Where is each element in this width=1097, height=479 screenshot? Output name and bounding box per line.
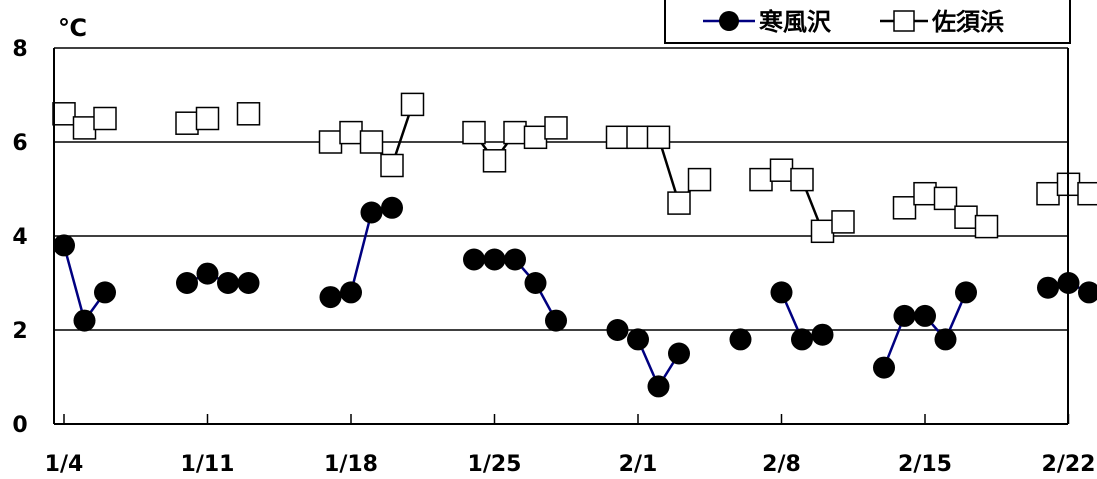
y-tick-label: 4 [12, 225, 27, 250]
data-point [523, 125, 548, 150]
data-point [729, 328, 752, 351]
data-point [893, 304, 916, 327]
y-tick-label: 2 [12, 319, 27, 344]
data-point [749, 167, 773, 192]
data-point [195, 106, 220, 131]
x-tick-label: 1/25 [468, 452, 522, 477]
data-point [319, 286, 342, 309]
series-layer [52, 92, 1097, 398]
data-point [626, 125, 650, 150]
data-point [646, 125, 671, 150]
data-point [831, 210, 855, 234]
data-point [667, 191, 691, 215]
ticks: 0 2 4 6 8 1/4 1/11 1/18 1/25 2/1 2/8 2/15 2/22 [12, 37, 1095, 477]
legend-label-kanpuzawa: 寒風沢 [759, 8, 832, 36]
data-point [791, 328, 813, 351]
data-point [339, 120, 363, 145]
legend-item-kanpuzawa: 寒風沢 [703, 8, 832, 36]
legend-marker-kanpuzawa [719, 11, 739, 31]
series-0 [53, 196, 1097, 398]
data-point [544, 116, 568, 140]
data-point [810, 219, 835, 244]
x-tick-label: 2/8 [762, 452, 801, 477]
series-1 [52, 92, 1097, 244]
data-point [196, 262, 219, 285]
data-point [360, 201, 383, 224]
data-point [769, 158, 794, 182]
data-point [237, 272, 260, 294]
data-point [176, 272, 198, 294]
y-tick-label: 6 [12, 131, 27, 156]
legend: 寒風沢 佐須浜 [664, 0, 1071, 44]
y-axis-unit: ℃ [58, 14, 87, 42]
data-point [381, 196, 403, 219]
data-point [359, 130, 384, 154]
data-point [606, 319, 629, 341]
data-point [955, 281, 977, 304]
data-point [974, 214, 999, 239]
data-point [647, 375, 670, 398]
series-line [330, 206, 393, 299]
y-tick-label: 8 [12, 37, 27, 62]
data-point [53, 234, 75, 257]
data-point [462, 120, 486, 145]
legend-label-susahama: 佐須浜 [931, 8, 1004, 36]
data-point [1037, 276, 1059, 299]
data-point [1077, 181, 1097, 206]
data-point [52, 102, 76, 126]
data-point [72, 116, 97, 140]
x-tick-label: 1/18 [324, 452, 378, 477]
legend-marker-susahama [893, 10, 915, 32]
data-point [545, 309, 567, 332]
legend-box [664, 0, 1071, 44]
data-point [933, 186, 958, 211]
data-point [482, 149, 507, 173]
data-point [94, 281, 116, 304]
x-tick-label: 2/1 [619, 452, 658, 477]
data-point [770, 281, 793, 304]
data-point [914, 304, 936, 327]
data-point [340, 281, 362, 304]
x-tick-label: 2/22 [1042, 452, 1096, 477]
data-point [627, 328, 649, 351]
data-point [93, 106, 117, 131]
data-point [913, 181, 937, 206]
x-tick-label: 1/11 [181, 452, 235, 477]
data-point [892, 196, 917, 220]
data-point [175, 111, 199, 135]
data-point [73, 309, 96, 332]
axes [53, 48, 1069, 425]
data-point [503, 120, 527, 145]
legend-item-susahama: 佐須浜 [880, 8, 1004, 36]
data-point [954, 205, 978, 229]
data-point [400, 92, 425, 117]
x-tick-label: 2/15 [898, 452, 952, 477]
y-tick-label: 0 [12, 413, 27, 438]
data-point [687, 167, 712, 192]
data-point [483, 248, 506, 271]
data-point [934, 328, 957, 351]
data-point [790, 167, 814, 192]
data-point [463, 248, 485, 271]
data-point [217, 272, 239, 294]
data-point [318, 130, 343, 154]
data-point [1036, 181, 1060, 206]
data-point [873, 356, 895, 379]
series-line [62, 245, 107, 324]
data-point [236, 102, 261, 126]
x-tick-label: 1/4 [45, 452, 84, 477]
data-point [605, 125, 630, 150]
data-point [811, 323, 834, 346]
data-point [1078, 281, 1097, 304]
data-point [504, 248, 526, 271]
data-point [380, 153, 404, 178]
data-point [524, 272, 547, 294]
data-point [668, 342, 690, 365]
